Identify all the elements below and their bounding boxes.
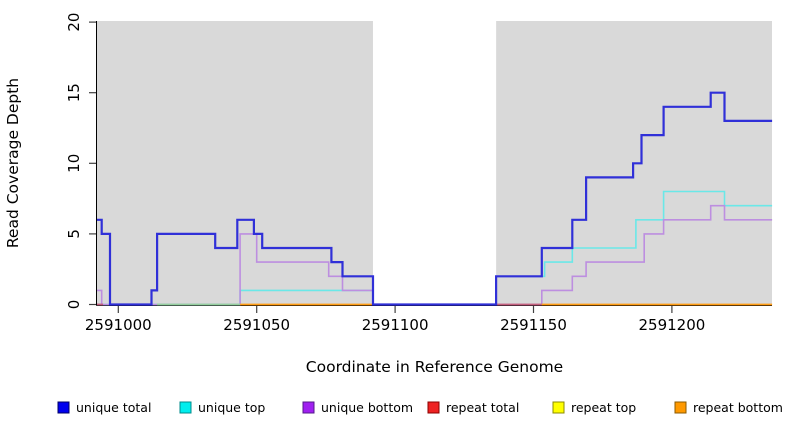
legend-label-repeat-total: repeat total <box>446 400 519 415</box>
y-tick-label: 20 <box>65 13 83 32</box>
series-unique-total <box>97 91 773 306</box>
legend-label-repeat-top: repeat top <box>571 400 636 415</box>
x-axis-title: Coordinate in Reference Genome <box>306 358 563 376</box>
y-tick-label: 15 <box>65 83 83 102</box>
x-tick-label: 2591000 <box>85 316 152 334</box>
x-tick-label: 2591100 <box>362 316 429 334</box>
y-axis-title: Read Coverage Depth <box>4 78 22 248</box>
x-tick-label: 2591050 <box>223 316 290 334</box>
x-tick-label: 2591150 <box>500 316 567 334</box>
uncovered-gap-band <box>372 21 497 305</box>
legend-swatch-repeat-total <box>427 401 440 414</box>
legend-swatch-unique-total <box>57 401 70 414</box>
y-tick-label: 10 <box>65 154 83 173</box>
legend-label-unique-total: unique total <box>76 400 151 415</box>
legend-swatch-repeat-bottom <box>674 401 687 414</box>
y-tick-label: 5 <box>65 229 83 239</box>
y-tick-label: 0 <box>65 300 83 310</box>
legend-label-unique-bottom: unique bottom <box>321 400 413 415</box>
legend-label-repeat-bottom: repeat bottom <box>693 400 783 415</box>
series-unique-bottom <box>97 204 773 306</box>
legend-label-unique-top: unique top <box>198 400 265 415</box>
legend-swatch-unique-bottom <box>302 401 315 414</box>
legend-swatch-unique-top <box>179 401 192 414</box>
legend-swatch-repeat-top <box>552 401 565 414</box>
x-tick-label: 2591200 <box>638 316 705 334</box>
